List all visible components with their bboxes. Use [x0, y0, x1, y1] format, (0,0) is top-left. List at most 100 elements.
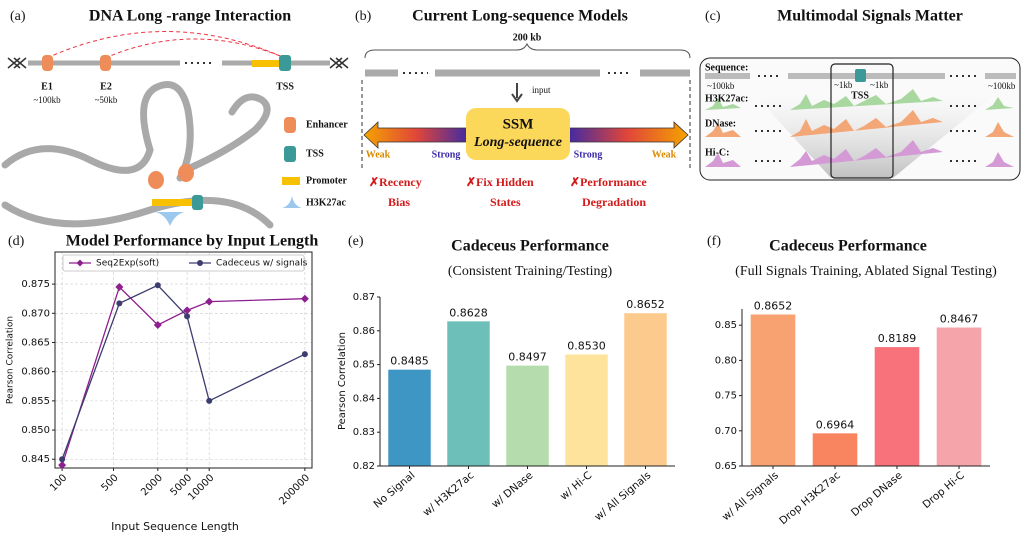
issue: ✗Fix Hidden — [466, 175, 534, 189]
arrow — [512, 83, 522, 101]
tss-marker — [192, 195, 203, 210]
row-label: Sequence: — [705, 62, 748, 73]
enhancer — [178, 164, 194, 182]
x-tick-label: 100 — [48, 472, 69, 493]
bar — [875, 347, 920, 466]
bar — [447, 321, 489, 466]
dna-icon — [330, 58, 348, 68]
chart-title: Cadeceus Performance — [451, 238, 609, 255]
bar — [751, 314, 796, 466]
bar — [813, 433, 858, 466]
x-axis-label: Input Sequence Length — [111, 520, 239, 533]
row-label: H3K27ac: — [705, 93, 748, 104]
issue: Degradation — [582, 195, 646, 209]
y-tick-label: 0.75 — [715, 391, 737, 402]
issue: ✗Recency — [369, 175, 422, 189]
y-axis-label: Pearson Correlation — [337, 332, 348, 430]
y-tick-label: 0.83 — [353, 427, 375, 438]
panel-title: Multimodal Signals Matter — [777, 8, 963, 25]
tss-marker — [279, 55, 291, 71]
marker — [206, 398, 212, 404]
value-label: 0.8628 — [449, 306, 488, 319]
panel-a: (a) DNA Long -range Interaction E1 ~100k… — [5, 8, 348, 226]
legend-swatch — [197, 260, 203, 266]
x-tick-label: w/ All Signals — [592, 469, 653, 523]
y-tick-label: 0.870 — [21, 308, 50, 319]
x-tick-label: w/ H3K27ac — [421, 469, 477, 519]
dna-loop — [5, 84, 270, 225]
panel-label: (c) — [705, 9, 721, 24]
interaction-arc — [47, 32, 285, 59]
marker — [184, 313, 190, 319]
enhancer — [42, 55, 53, 71]
issue: ✗Performance — [570, 175, 647, 189]
figure: (a) DNA Long -range Interaction E1 ~100k… — [0, 0, 1028, 535]
marker — [59, 456, 65, 462]
panel-title: Current Long-sequence Models — [412, 8, 628, 25]
label: TSS — [276, 81, 294, 92]
label: Weak — [652, 149, 677, 160]
brace — [365, 44, 690, 58]
series-line — [62, 287, 305, 465]
panel-label: (a) — [10, 9, 26, 24]
dna-icon — [8, 58, 26, 68]
panel-c: (c) Multimodal Signals Matter Sequence: … — [700, 8, 1020, 180]
y-tick-label: 0.845 — [21, 454, 50, 465]
label: TSS — [851, 90, 869, 101]
marker — [205, 298, 213, 306]
chart-subtitle: (Full Signals Training, Ablated Signal T… — [735, 264, 997, 279]
chart-title: Model Performance by Input Length — [66, 233, 319, 250]
y-tick-label: 0.85 — [353, 360, 375, 371]
y-tick-label: 0.850 — [21, 425, 50, 436]
label: ~1kb — [834, 80, 853, 90]
y-tick-label: 0.84 — [353, 393, 375, 404]
y-tick-label: 0.86 — [353, 326, 375, 337]
y-axis-label: Pearson Correlation — [6, 316, 16, 404]
panel-label: (e) — [348, 234, 364, 249]
series-line — [62, 285, 305, 459]
legend-label: Enhancer — [306, 119, 348, 130]
legend-swatch — [282, 177, 300, 185]
x-tick-label: 500 — [99, 472, 120, 493]
gradient-arrow — [566, 122, 688, 148]
legend-swatch — [284, 146, 296, 162]
row-label: DNase: — [705, 118, 736, 129]
bar — [565, 354, 607, 466]
value-label: 0.8189 — [878, 332, 917, 345]
y-tick-label: 0.82 — [353, 461, 375, 472]
interaction-arc — [105, 39, 285, 58]
chart-subtitle: (Consistent Training/Testing) — [448, 264, 613, 279]
bar — [624, 313, 666, 466]
bar — [388, 370, 430, 466]
legend-swatch — [284, 117, 296, 133]
label: ~1kb — [870, 80, 889, 90]
label: 200 kb — [513, 32, 542, 43]
label: ~100kb — [707, 81, 735, 91]
plot-frame — [55, 252, 312, 468]
marker — [302, 351, 308, 357]
model-label: SSM — [503, 116, 534, 132]
panel-label: (b) — [355, 9, 372, 24]
x-tick-label: 200000 — [277, 472, 312, 507]
label: ~100kb — [988, 81, 1016, 91]
chart-title: Cadeceus Performance — [769, 238, 927, 255]
marker — [301, 295, 309, 303]
issue: Bias — [388, 195, 410, 209]
label: Strong — [574, 149, 603, 160]
y-tick-label: 0.865 — [21, 337, 50, 348]
label: ~50kb — [95, 95, 118, 105]
x-tick-label: w/ DNase — [490, 469, 536, 510]
value-label: 0.8485 — [390, 355, 429, 368]
panel-label: (f) — [707, 234, 721, 249]
panel-label: (d) — [8, 234, 25, 249]
x-tick-label: Drop DNase — [849, 469, 905, 519]
tss-marker — [855, 69, 866, 82]
value-label: 0.6964 — [816, 418, 855, 431]
legend-label: H3K27ac — [306, 197, 347, 208]
legend-swatch — [282, 196, 302, 208]
label: E2 — [100, 81, 112, 92]
enhancer — [100, 55, 111, 71]
bar — [506, 366, 548, 466]
marker — [116, 300, 122, 306]
label: input — [532, 85, 551, 95]
